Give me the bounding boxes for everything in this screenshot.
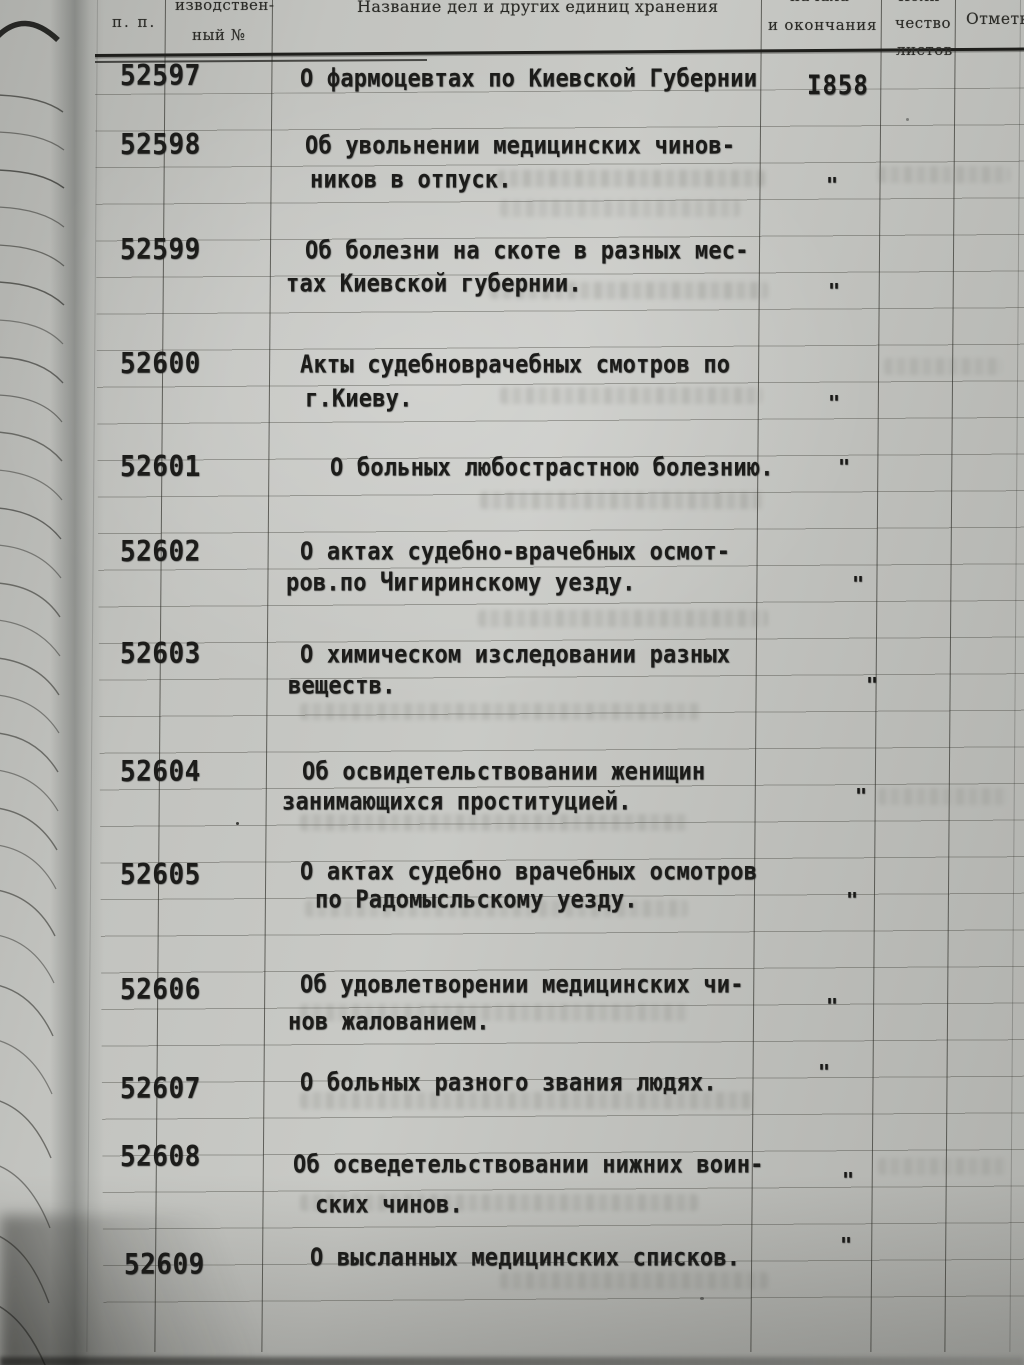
- header-col-dates-top-cut: начала: [790, 0, 849, 5]
- entry-number: 52599: [120, 234, 201, 267]
- bleedthrough-smudge: [300, 703, 700, 720]
- ditto-mark: ": [818, 1060, 831, 1084]
- entry-number: 52608: [120, 1141, 201, 1174]
- entry-title-line2: веществ.: [288, 672, 396, 700]
- entry-title-line2: занимающихся проституцией.: [282, 788, 632, 816]
- ditto-mark: ": [826, 173, 839, 197]
- ditto-mark: ": [846, 888, 859, 912]
- ink-speck: [236, 822, 239, 825]
- entry-title-line1: О больных любострастною болезнию.: [330, 454, 774, 482]
- entry-title-line1: О актах судебно-врачебных осмот-: [300, 538, 731, 566]
- entry-year: I858: [807, 70, 869, 101]
- entry-title-line2: ников в отпуск.: [310, 166, 512, 194]
- bleedthrough-smudge: [500, 1272, 768, 1289]
- bleedthrough-smudge: [305, 900, 688, 917]
- header-rule-line: [95, 47, 1024, 57]
- entry-number: 52597: [120, 60, 201, 93]
- entry-number: 52598: [120, 129, 201, 162]
- bleedthrough-smudge: [878, 166, 1010, 183]
- bleedthrough-smudge: [497, 170, 765, 187]
- entry-title-line1: Об осведетельствовании нижних воин-: [293, 1151, 764, 1179]
- entry-number: 52600: [120, 348, 201, 381]
- page-bottom-edge-shadow: [0, 1357, 1024, 1365]
- entry-title-line2: ских чинов.: [315, 1191, 463, 1219]
- entry-title-line1: О актах судебно врачебных осмотров: [300, 858, 758, 886]
- bleedthrough-smudge: [300, 814, 688, 831]
- bleedthrough-smudge: [500, 387, 762, 404]
- entry-number: 52605: [120, 859, 201, 892]
- bottom-left-corner-shadow: [0, 1215, 320, 1365]
- bleedthrough-smudge: [478, 610, 768, 627]
- header-col-number-top: изводствен-: [175, 0, 275, 14]
- entry-title-line1: О высланных медицинских списков.: [310, 1244, 741, 1272]
- entry-title-line2: тах Киевской губернии.: [286, 270, 582, 298]
- bleedthrough-smudge: [500, 200, 740, 217]
- entry-title-line1: О химическом изследовании разных: [300, 641, 731, 669]
- header-col-notes: Отметки: [966, 10, 1024, 28]
- entry-number: 52607: [120, 1073, 201, 1106]
- entry-title-line2: нов жалованием.: [288, 1008, 490, 1036]
- entry-title-line1: Об освидетельствовании женищин: [302, 758, 706, 786]
- ditto-mark: ": [828, 391, 841, 415]
- header-col-count-top: чество: [895, 14, 951, 32]
- entry-title-line1: Акты судебноврачебных смотров по: [300, 351, 731, 379]
- entry-title-line2: ров.по Чигиринскому уезду.: [286, 569, 636, 597]
- ditto-mark: ": [828, 279, 841, 303]
- ditto-mark: ": [838, 455, 851, 479]
- ditto-mark: ": [826, 994, 839, 1018]
- bleedthrough-smudge: [878, 788, 1008, 805]
- entry-title-line2: г.Киеву.: [305, 385, 413, 413]
- book-spine-page-edges: [0, 20, 65, 1365]
- entry-title-line1: О больных разного звания людях.: [300, 1069, 717, 1097]
- ditto-mark: ": [842, 1168, 855, 1192]
- ink-speck: [700, 1297, 704, 1300]
- header-col-name: Название дел и других единиц хранения: [357, 0, 719, 16]
- ditto-mark: ": [840, 1233, 853, 1257]
- header-col-pp: п. п.: [112, 13, 157, 31]
- ditto-mark: ": [855, 784, 868, 808]
- entry-title-line1: Об удовлетворении медицинских чи-: [300, 971, 744, 999]
- bleedthrough-smudge: [490, 282, 768, 299]
- header-col-count-bottom: листов: [896, 41, 953, 59]
- bleedthrough-smudge: [480, 492, 763, 509]
- entry-number: 52606: [120, 974, 201, 1007]
- entry-number: 52603: [120, 638, 201, 671]
- entry-number: 52604: [120, 756, 201, 789]
- entry-number: 52602: [120, 536, 201, 569]
- header-col-dates: и окончания: [768, 16, 878, 34]
- entry-title-line1: Об увольнении медицинских чинов-: [305, 132, 736, 160]
- header-col-count-cut: Коли-: [898, 0, 946, 5]
- entry-title-line1: Об болезни на скоте в разных мес-: [305, 237, 749, 265]
- bleedthrough-smudge: [300, 1004, 688, 1021]
- bleedthrough-smudge: [300, 1194, 698, 1211]
- entry-title-line1: О фармоцевтах по Киевской Губернии: [300, 65, 758, 93]
- entry-number: 52601: [120, 451, 201, 484]
- bleedthrough-smudge: [884, 358, 1002, 375]
- ink-speck: [906, 118, 909, 121]
- ditto-mark: ": [852, 572, 865, 596]
- bleedthrough-smudge: [300, 1092, 755, 1109]
- bleedthrough-smudge: [878, 1158, 1008, 1175]
- ditto-mark: ": [866, 673, 879, 697]
- header-col-number-bottom: ный №: [192, 26, 246, 44]
- entry-title-line2: по Радомысльскому уезду.: [315, 886, 638, 914]
